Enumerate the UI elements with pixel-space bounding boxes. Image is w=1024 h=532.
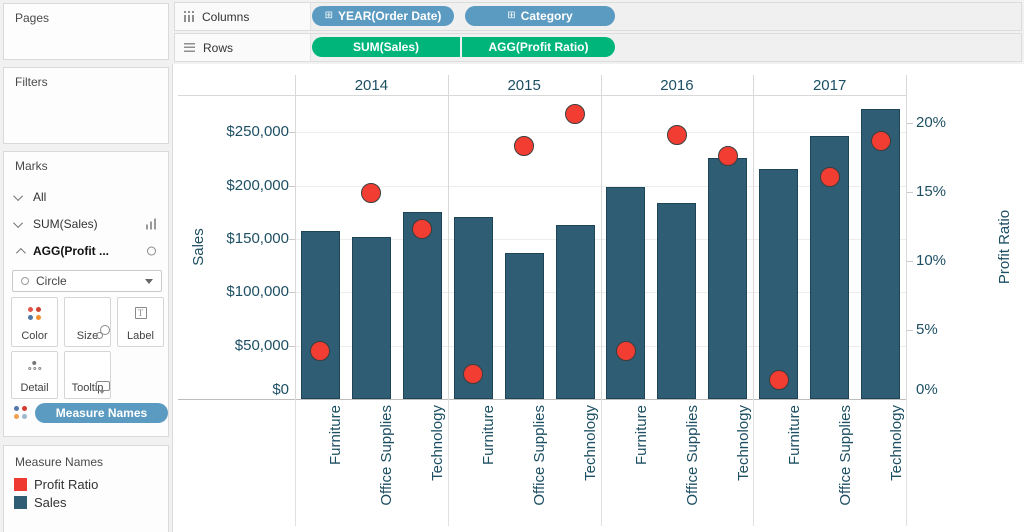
right-axis-tick-label: 10% <box>916 253 976 269</box>
circle-2014-furniture[interactable] <box>310 341 330 361</box>
bar-2017-furniture[interactable] <box>759 169 798 399</box>
category-label-wrap: Office Supplies <box>531 405 532 406</box>
pane-border <box>448 75 449 399</box>
category-label-wrap: Furniture <box>327 405 328 406</box>
left-axis-tick-label: $50,000 <box>180 338 289 354</box>
category-label-wrap: Furniture <box>480 405 481 406</box>
pane-border-below-axis <box>295 399 296 526</box>
bar-2014-furniture[interactable] <box>301 231 340 399</box>
year-header-2016[interactable]: 2016 <box>601 77 754 94</box>
right-axis-tick <box>906 330 913 331</box>
left-axis-tick-label: $150,000 <box>180 231 289 247</box>
pane-border <box>601 75 602 399</box>
left-axis-tick-label: $200,000 <box>180 178 289 194</box>
category-label-technology[interactable]: Technology <box>888 405 905 481</box>
pane-border-below-axis <box>601 399 602 526</box>
right-axis-tick-label: 0% <box>916 382 976 398</box>
circle-2015-office-supplies[interactable] <box>514 136 534 156</box>
circle-2016-technology[interactable] <box>718 146 738 166</box>
right-axis-line <box>906 75 907 399</box>
left-axis-tick-label: $250,000 <box>180 124 289 140</box>
category-label-wrap: Office Supplies <box>684 405 685 406</box>
circle-2017-furniture[interactable] <box>769 370 789 390</box>
tableau-worksheet: Pages Filters Marks All SUM(Sales) AGG(P… <box>0 0 1024 532</box>
circle-2017-technology[interactable] <box>871 131 891 151</box>
pane-border <box>753 75 754 399</box>
category-label-wrap: Technology <box>888 405 889 406</box>
category-label-wrap: Office Supplies <box>378 405 379 406</box>
bar-2015-office-supplies[interactable] <box>505 253 544 399</box>
category-label-technology[interactable]: Technology <box>582 405 599 481</box>
circle-2014-technology[interactable] <box>412 219 432 239</box>
category-label-wrap: Office Supplies <box>837 405 838 406</box>
x-axis-baseline <box>178 399 906 400</box>
pane-border-below-axis <box>906 399 907 526</box>
dual-axis-chart: Sales Profit Ratio $0$50,000$100,000$150… <box>0 0 1024 532</box>
category-label-wrap: Technology <box>582 405 583 406</box>
bar-2016-technology[interactable] <box>708 158 747 399</box>
circle-2017-office-supplies[interactable] <box>820 167 840 187</box>
category-label-office-supplies[interactable]: Office Supplies <box>531 405 548 506</box>
category-label-wrap: Furniture <box>786 405 787 406</box>
left-axis-tick-label: $100,000 <box>180 284 289 300</box>
year-header-2014[interactable]: 2014 <box>295 77 448 94</box>
circle-2015-furniture[interactable] <box>463 364 483 384</box>
circle-2016-office-supplies[interactable] <box>667 125 687 145</box>
bar-2016-office-supplies[interactable] <box>657 203 696 399</box>
bar-2015-technology[interactable] <box>556 225 595 399</box>
right-axis-tick-label: 5% <box>916 322 976 338</box>
right-axis-tick <box>906 261 913 262</box>
circle-2014-office-supplies[interactable] <box>361 183 381 203</box>
bar-2014-office-supplies[interactable] <box>352 237 391 399</box>
category-label-wrap: Technology <box>735 405 736 406</box>
category-label-wrap: Furniture <box>633 405 634 406</box>
pane-border-below-axis <box>753 399 754 526</box>
bar-2017-technology[interactable] <box>861 109 900 399</box>
right-axis-title: Profit Ratio <box>997 192 1013 302</box>
year-header-underline <box>178 95 906 96</box>
circle-2015-technology[interactable] <box>565 104 585 124</box>
year-header-2015[interactable]: 2015 <box>448 77 601 94</box>
bar-2014-technology[interactable] <box>403 212 442 399</box>
category-label-furniture[interactable]: Furniture <box>633 405 650 465</box>
right-axis-tick <box>906 192 913 193</box>
right-axis-tick <box>906 123 913 124</box>
category-label-furniture[interactable]: Furniture <box>327 405 344 465</box>
category-label-furniture[interactable]: Furniture <box>786 405 803 465</box>
category-label-office-supplies[interactable]: Office Supplies <box>378 405 395 506</box>
category-label-technology[interactable]: Technology <box>735 405 752 481</box>
right-axis-tick-label: 15% <box>916 184 976 200</box>
category-label-technology[interactable]: Technology <box>429 405 446 481</box>
left-axis-tick-label: $0 <box>180 382 289 398</box>
category-label-office-supplies[interactable]: Office Supplies <box>837 405 854 506</box>
pane-border-below-axis <box>448 399 449 526</box>
category-label-office-supplies[interactable]: Office Supplies <box>684 405 701 506</box>
category-label-furniture[interactable]: Furniture <box>480 405 497 465</box>
bar-2016-furniture[interactable] <box>606 187 645 399</box>
circle-2016-furniture[interactable] <box>616 341 636 361</box>
right-axis-tick-label: 20% <box>916 115 976 131</box>
category-label-wrap: Technology <box>429 405 430 406</box>
year-header-2017[interactable]: 2017 <box>753 77 906 94</box>
pane-border <box>295 75 296 399</box>
